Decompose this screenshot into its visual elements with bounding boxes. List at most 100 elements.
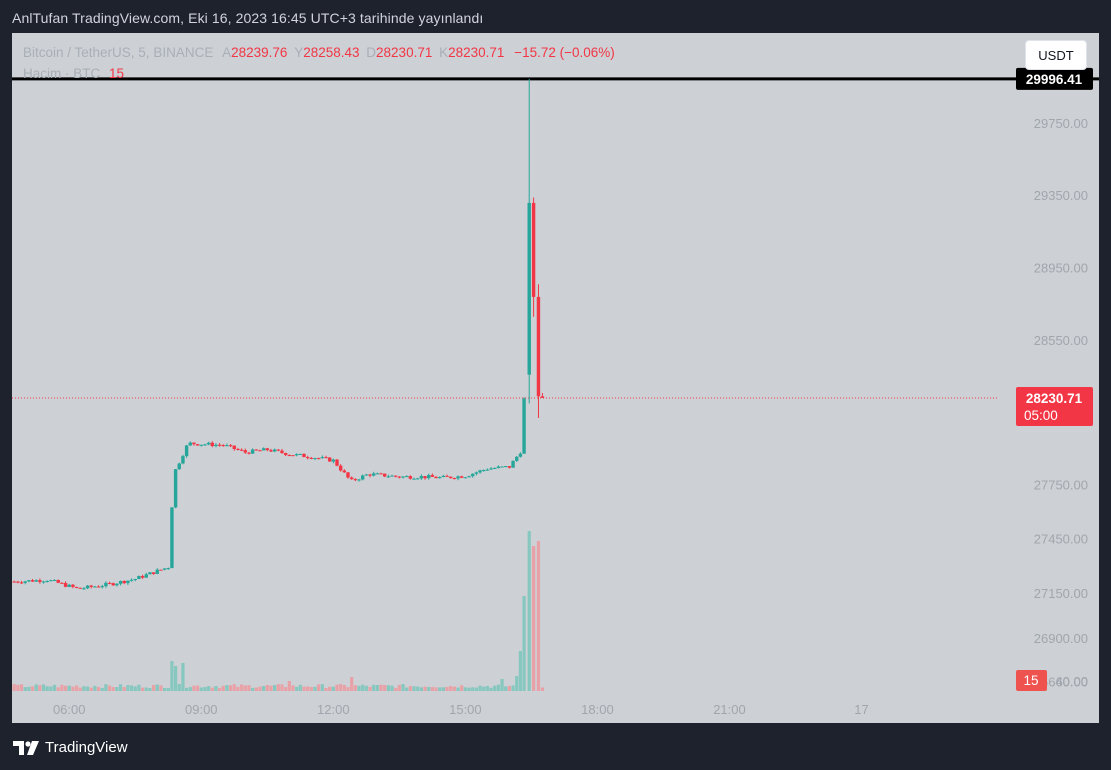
candle-body[interactable] <box>507 466 512 468</box>
candle-body[interactable] <box>456 476 460 479</box>
candle-body[interactable] <box>280 450 284 453</box>
candle-body[interactable] <box>393 475 398 477</box>
candle-body[interactable] <box>386 476 391 478</box>
candle-body[interactable] <box>16 581 20 583</box>
candle-body[interactable] <box>397 476 402 478</box>
candle-body[interactable] <box>118 580 123 584</box>
candle-body[interactable] <box>382 473 387 477</box>
candle-body[interactable] <box>283 452 288 456</box>
candle-body[interactable] <box>63 583 68 587</box>
candlestick-chart[interactable]: 06:00 09:00 12:00 15:00 18:00 21:00 17 29750.00… <box>12 33 1099 723</box>
candle-body[interactable] <box>162 568 167 570</box>
candle-body[interactable] <box>243 450 247 453</box>
candle-body[interactable] <box>441 475 446 477</box>
candle-body[interactable] <box>294 454 299 456</box>
candle-body[interactable] <box>531 202 536 297</box>
candle-body[interactable] <box>89 585 93 587</box>
candle-body[interactable] <box>375 473 380 475</box>
candle-body[interactable] <box>272 449 277 452</box>
candle-body[interactable] <box>478 470 482 473</box>
candle-body[interactable] <box>195 444 200 446</box>
candle-body[interactable] <box>129 579 134 581</box>
candle-body[interactable] <box>324 457 328 459</box>
candle-body[interactable] <box>247 452 251 454</box>
candle-body[interactable] <box>338 465 343 471</box>
candle-body[interactable] <box>133 579 137 581</box>
candle-body[interactable] <box>93 586 97 588</box>
candle-body[interactable] <box>126 580 130 584</box>
candle-body[interactable] <box>460 476 464 478</box>
candle-body[interactable] <box>221 445 225 447</box>
candle-body[interactable] <box>82 588 86 590</box>
candle-body[interactable] <box>34 580 38 582</box>
candle-body[interactable] <box>23 581 27 583</box>
candle-body[interactable] <box>140 575 145 578</box>
candle-body[interactable] <box>302 453 306 458</box>
candle-body[interactable] <box>71 584 75 587</box>
candle-body[interactable] <box>445 475 449 477</box>
candle-body[interactable] <box>38 580 42 582</box>
candle-body[interactable] <box>493 468 497 470</box>
candle-body[interactable] <box>184 445 189 457</box>
candle-body[interactable] <box>518 453 523 457</box>
candle-body[interactable] <box>504 466 508 468</box>
candle-body[interactable] <box>144 574 148 578</box>
candle-body[interactable] <box>449 476 453 479</box>
candle-body[interactable] <box>261 448 266 451</box>
candle-body[interactable] <box>438 476 442 479</box>
candle-body[interactable] <box>452 478 457 480</box>
candle-body[interactable] <box>166 568 170 570</box>
candle-body[interactable] <box>210 442 214 447</box>
candle-body[interactable] <box>360 475 365 480</box>
candle-body[interactable] <box>199 444 203 446</box>
candle-body[interactable] <box>346 472 350 478</box>
candle-body[interactable] <box>305 457 310 459</box>
chart-frame[interactable]: 06:00 09:00 12:00 15:00 18:00 21:00 17 29750.00… <box>12 33 1099 723</box>
candle-body[interactable] <box>482 469 486 471</box>
candle-body[interactable] <box>489 468 493 470</box>
candle-body[interactable] <box>404 476 409 478</box>
candle-body[interactable] <box>342 470 347 473</box>
candle-body[interactable] <box>67 584 71 587</box>
candle-body[interactable] <box>111 583 115 586</box>
candle-body[interactable] <box>225 445 229 447</box>
candle-body[interactable] <box>427 475 431 479</box>
candle-body[interactable] <box>104 582 108 587</box>
candle-body[interactable] <box>467 476 471 478</box>
candle-body[interactable] <box>115 583 119 586</box>
candle-body[interactable] <box>371 473 376 476</box>
candle-body[interactable] <box>188 442 192 446</box>
candle-body[interactable] <box>177 463 181 470</box>
candle-body[interactable] <box>151 572 156 574</box>
candle-body[interactable] <box>192 442 196 445</box>
candle-body[interactable] <box>540 396 545 399</box>
candle-body[interactable] <box>173 469 178 508</box>
candle-body[interactable] <box>214 444 218 447</box>
tradingview-brand[interactable]: TradingView <box>13 739 128 756</box>
candle-body[interactable] <box>309 457 314 459</box>
candle-body[interactable] <box>368 474 372 476</box>
candle-body[interactable] <box>19 582 24 584</box>
candle-body[interactable] <box>331 459 336 462</box>
candle-body[interactable] <box>291 455 295 457</box>
candle-body[interactable] <box>41 581 46 583</box>
candle-body[interactable] <box>203 444 207 446</box>
candle-body[interactable] <box>100 586 104 588</box>
candle-body[interactable] <box>250 449 255 454</box>
candle-body[interactable] <box>364 474 369 476</box>
candle-body[interactable] <box>276 449 281 451</box>
candle-body[interactable] <box>419 476 424 479</box>
candle-body[interactable] <box>349 477 354 480</box>
candle-body[interactable] <box>415 478 420 480</box>
candle-body[interactable] <box>258 450 262 452</box>
candle-body[interactable] <box>137 575 141 580</box>
candle-body[interactable] <box>434 476 438 479</box>
candle-body[interactable] <box>327 457 332 462</box>
candle-body[interactable] <box>27 580 31 582</box>
candle-body[interactable] <box>474 472 479 474</box>
candle-body[interactable] <box>228 445 233 447</box>
candle-body[interactable] <box>78 587 82 589</box>
candle-body[interactable] <box>353 479 358 481</box>
candle-body[interactable] <box>485 469 490 471</box>
candle-body[interactable] <box>254 449 258 451</box>
